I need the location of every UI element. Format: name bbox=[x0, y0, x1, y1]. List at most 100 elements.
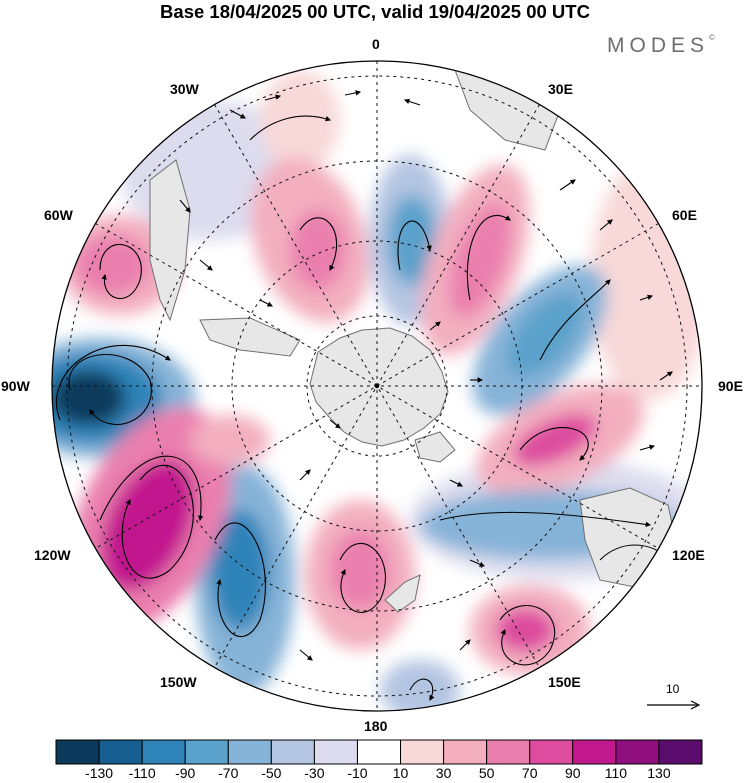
wind-arrow bbox=[199, 259, 213, 271]
streamline bbox=[99, 455, 204, 522]
longitude-label-120e: 120E bbox=[672, 547, 705, 563]
streamline bbox=[409, 678, 435, 701]
colorbar-swatch bbox=[615, 739, 660, 765]
wind-arrow bbox=[599, 219, 613, 231]
streamline bbox=[499, 605, 556, 666]
wind-arrow bbox=[179, 199, 191, 213]
map-title: Base 18/04/2025 00 UTC, valid 19/04/2025… bbox=[160, 1, 590, 22]
reference-vector-arrow bbox=[647, 700, 701, 710]
colorbar-swatch bbox=[486, 739, 531, 765]
colorbar bbox=[55, 739, 703, 765]
kerguelen-land bbox=[414, 431, 456, 463]
anomaly-positive bbox=[290, 210, 346, 290]
colorbar-tick-label: 110 bbox=[604, 765, 628, 781]
graticule bbox=[52, 61, 702, 711]
colorbar-tick-label: 30 bbox=[435, 765, 452, 781]
colorbar-tick-label: -50 bbox=[261, 765, 282, 781]
longitude-label-60e: 60E bbox=[672, 207, 697, 223]
wind-arrow bbox=[403, 98, 421, 106]
colorbar-tick-label: -70 bbox=[218, 765, 239, 781]
colorbar-tick-label: 50 bbox=[478, 765, 495, 781]
brand-mark: © bbox=[709, 33, 715, 42]
anomaly-positive bbox=[495, 608, 555, 652]
reference-vector-label: 10 bbox=[666, 682, 680, 696]
colorbar-swatch bbox=[658, 739, 703, 765]
wind-arrow bbox=[299, 469, 311, 481]
modes-logo: MODES© bbox=[607, 33, 715, 58]
wind-arrow bbox=[659, 371, 673, 381]
wind-vectors bbox=[56, 90, 673, 701]
colorbar-tick-label: 130 bbox=[647, 765, 671, 781]
wind-arrow bbox=[459, 639, 471, 651]
wind-arrow bbox=[639, 294, 654, 301]
colorbar-tick-label: 10 bbox=[392, 765, 409, 781]
colorbar-tick-label: -110 bbox=[128, 765, 156, 781]
longitude-label-30e: 30E bbox=[548, 81, 573, 97]
anomaly-positive bbox=[513, 413, 597, 467]
antarctic-peninsula-land bbox=[199, 317, 301, 357]
longitude-label-120w: 120W bbox=[34, 547, 71, 563]
wind-arrow bbox=[229, 109, 246, 119]
anomaly-negative bbox=[52, 370, 126, 426]
wind-arrow bbox=[449, 479, 463, 487]
streamline bbox=[56, 344, 171, 421]
streamline bbox=[68, 354, 152, 425]
wind-arrow bbox=[559, 179, 576, 191]
new-zealand-land bbox=[384, 574, 421, 613]
streamline bbox=[99, 244, 142, 299]
colorbar-swatch bbox=[313, 739, 358, 765]
colorbar-swatch bbox=[443, 739, 488, 765]
colorbar-swatch bbox=[529, 739, 574, 765]
colorbar-tick-label: 70 bbox=[521, 765, 538, 781]
streamline bbox=[539, 279, 611, 361]
colorbar-swatch bbox=[572, 739, 617, 765]
brand-text: MODES bbox=[607, 34, 710, 57]
colorbar-swatch bbox=[98, 739, 143, 765]
anomaly-positive bbox=[190, 415, 270, 465]
streamline bbox=[519, 427, 589, 461]
streamline bbox=[339, 542, 386, 613]
map-disk-border bbox=[51, 60, 703, 712]
wind-arrow bbox=[299, 649, 313, 661]
longitude-label-60w: 60W bbox=[44, 207, 73, 223]
anomaly-negative bbox=[507, 293, 583, 377]
colorbar-swatch bbox=[356, 739, 402, 765]
colorbar-tick-label: -130 bbox=[85, 765, 114, 781]
colorbar-tick-label: -30 bbox=[304, 765, 325, 781]
meridian-30e-150w bbox=[214, 104, 540, 668]
colorbar-swatch bbox=[184, 739, 229, 765]
longitude-label-150e: 150E bbox=[548, 674, 581, 690]
colorbar-swatch bbox=[270, 739, 315, 765]
streamline bbox=[249, 115, 332, 141]
longitude-label-150w: 150W bbox=[160, 674, 197, 690]
anomaly-patch bbox=[590, 160, 702, 400]
streamline bbox=[397, 220, 432, 271]
wind-arrow bbox=[344, 90, 362, 96]
anomaly-positive bbox=[448, 202, 512, 318]
colorbar-swatch bbox=[55, 739, 100, 765]
colorbar-swatch bbox=[227, 739, 272, 765]
meridian-60w-120e bbox=[95, 223, 659, 549]
anomaly-positive bbox=[101, 459, 195, 591]
wind-arrow bbox=[259, 299, 273, 307]
longitude-label-180: 180 bbox=[364, 718, 388, 734]
wind-arrow bbox=[429, 321, 441, 331]
pole-marker bbox=[374, 383, 380, 389]
wind-arrow bbox=[329, 419, 341, 429]
anomaly-negative bbox=[388, 195, 436, 285]
wind-arrow bbox=[469, 559, 486, 567]
longitude-label-90e: 90E bbox=[718, 378, 743, 394]
colorbar-swatch bbox=[400, 739, 445, 765]
wind-arrow bbox=[639, 444, 656, 451]
longitude-label-90w: 90W bbox=[1, 378, 30, 394]
anomaly-positive bbox=[74, 235, 150, 295]
streamline bbox=[299, 217, 338, 271]
colorbar-tick-label: 90 bbox=[565, 765, 581, 781]
colorbar-tick-label: -10 bbox=[347, 765, 368, 781]
longitude-label-30w: 30W bbox=[170, 81, 199, 97]
wind-arrow bbox=[264, 94, 282, 101]
meridian-30w-150e bbox=[214, 104, 540, 668]
streamline bbox=[466, 214, 511, 301]
streamline bbox=[121, 464, 194, 579]
